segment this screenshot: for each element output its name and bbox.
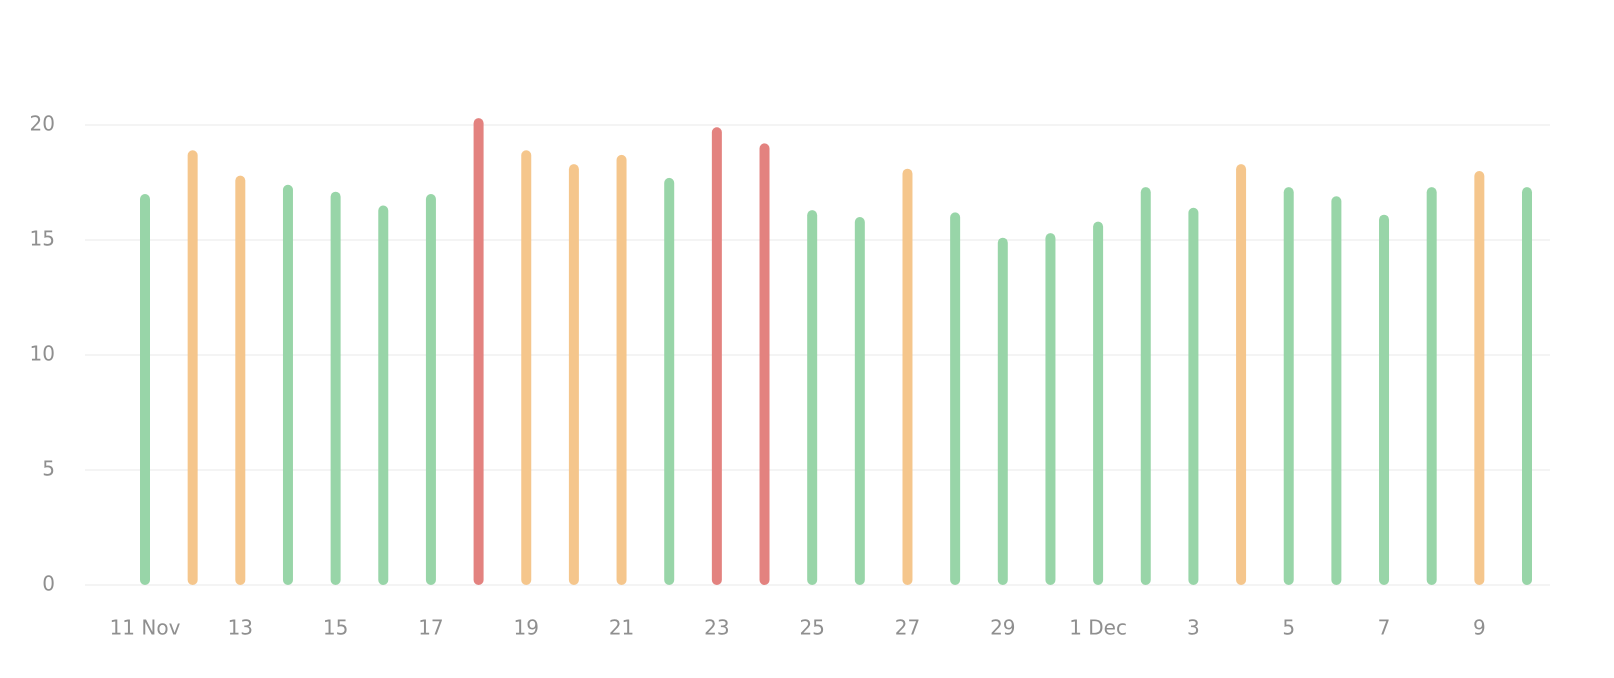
- bar: [997, 237, 1008, 585]
- x-tick-label: 21: [609, 616, 634, 640]
- bar: [1236, 164, 1247, 585]
- x-tick-label: 25: [799, 616, 824, 640]
- bar: [1522, 187, 1532, 585]
- bar: [1045, 233, 1056, 585]
- y-tick-label: 20: [30, 112, 55, 136]
- bar: [759, 143, 770, 585]
- bar: [664, 177, 675, 585]
- bar: [235, 175, 246, 585]
- x-tick-label: 19: [514, 616, 539, 640]
- bar: [1426, 187, 1437, 585]
- x-tick-label: 11 Nov: [110, 616, 181, 640]
- bar: [1188, 207, 1199, 586]
- x-tick-label: 13: [228, 616, 253, 640]
- bar: [616, 154, 627, 585]
- bar: [1474, 171, 1485, 585]
- x-tick-label: 3: [1187, 616, 1200, 640]
- bar: [950, 212, 961, 585]
- bar: [711, 127, 722, 586]
- x-tick-label: 15: [323, 616, 348, 640]
- bar: [1093, 221, 1104, 585]
- bar: [854, 217, 865, 585]
- bar: [1140, 187, 1151, 585]
- bar: [568, 164, 579, 585]
- bar: [807, 210, 818, 585]
- x-tick-label: 17: [418, 616, 443, 640]
- bar: [282, 184, 293, 586]
- y-tick-label: 10: [30, 342, 55, 366]
- x-tick-label: 7: [1378, 616, 1391, 640]
- bar: [425, 194, 436, 585]
- x-tick-label: 27: [895, 616, 920, 640]
- y-tick-label: 0: [42, 572, 55, 596]
- bar: [473, 118, 484, 585]
- bar: [1283, 187, 1294, 585]
- x-tick-label: 23: [704, 616, 729, 640]
- x-tick-label: 5: [1282, 616, 1295, 640]
- bar: [902, 168, 913, 585]
- x-tick-label: 9: [1473, 616, 1486, 640]
- bar: [521, 150, 532, 586]
- bar: [187, 150, 198, 586]
- x-tick-label: 29: [990, 616, 1015, 640]
- y-tick-label: 15: [30, 227, 55, 251]
- bar: [378, 205, 389, 585]
- bar: [140, 194, 150, 585]
- y-tick-label: 5: [42, 457, 55, 481]
- bar: [330, 191, 341, 585]
- x-tick-label: 1 Dec: [1069, 616, 1127, 640]
- bar: [1379, 214, 1390, 585]
- bar: [1331, 196, 1342, 586]
